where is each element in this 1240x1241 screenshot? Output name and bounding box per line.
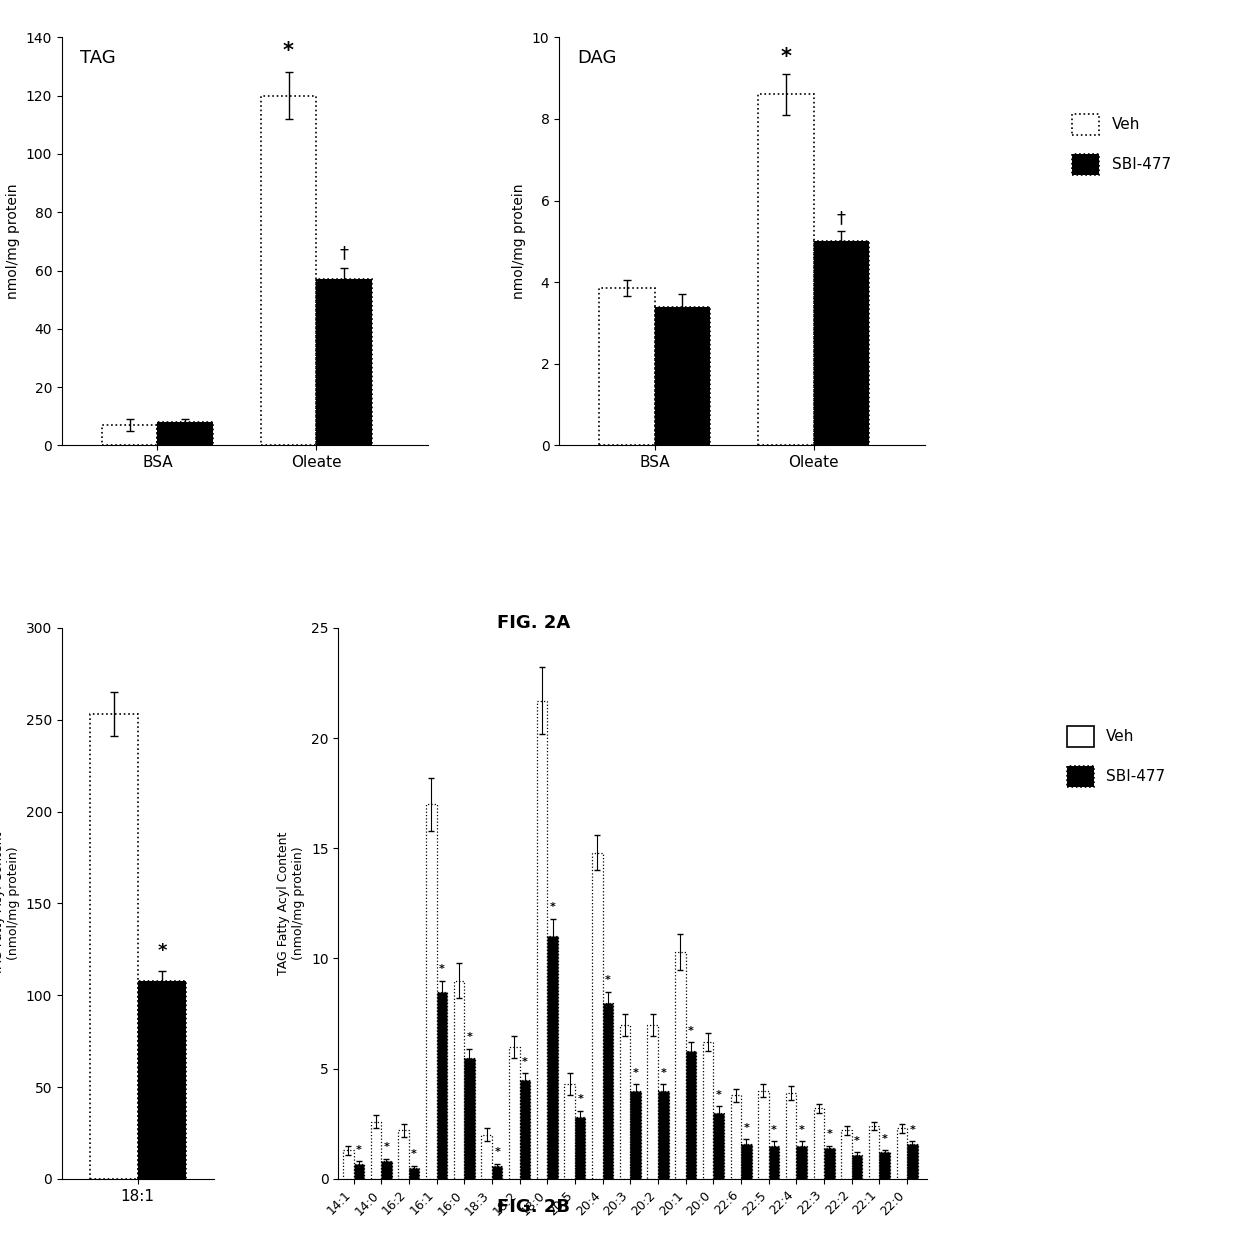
Bar — [813, 241, 869, 446]
Bar — [599, 288, 655, 446]
Bar — [686, 1051, 696, 1179]
Bar — [813, 1108, 825, 1179]
Bar — [492, 1165, 502, 1179]
Text: *: * — [799, 1124, 805, 1134]
Text: *: * — [495, 1147, 500, 1157]
Text: *: * — [412, 1149, 417, 1159]
Bar — [841, 1131, 852, 1179]
Bar — [575, 1117, 585, 1179]
Text: *: * — [578, 1095, 583, 1104]
Text: *: * — [715, 1090, 722, 1100]
Text: ‡: ‡ — [341, 403, 347, 416]
Text: *: * — [283, 41, 294, 61]
Bar — [564, 1085, 575, 1179]
Bar — [630, 1091, 641, 1179]
Bar — [89, 714, 138, 1179]
Bar — [620, 1025, 630, 1179]
Bar — [786, 1093, 796, 1179]
Bar — [603, 1003, 613, 1179]
Bar — [102, 426, 157, 446]
Bar — [825, 1148, 835, 1179]
Bar — [742, 1144, 751, 1179]
Text: *: * — [688, 1025, 694, 1036]
Bar — [464, 1057, 475, 1179]
Text: *: * — [780, 47, 791, 67]
Y-axis label: nmol/mg protein: nmol/mg protein — [6, 184, 20, 299]
Bar — [353, 1164, 365, 1179]
Text: *: * — [466, 1033, 472, 1042]
Text: *: * — [549, 902, 556, 912]
Text: *: * — [826, 1129, 832, 1139]
Bar — [852, 1154, 862, 1179]
Bar — [758, 94, 813, 446]
Text: *: * — [439, 964, 445, 974]
Text: *: * — [909, 1124, 915, 1134]
Text: *: * — [743, 1123, 749, 1133]
Bar — [713, 1113, 724, 1179]
Bar — [908, 1144, 918, 1179]
Bar — [547, 937, 558, 1179]
Bar — [730, 1095, 742, 1179]
Bar — [897, 1128, 908, 1179]
Bar — [381, 1162, 392, 1179]
Text: FIG. 2B: FIG. 2B — [497, 1198, 569, 1216]
Text: †: † — [837, 208, 846, 227]
Bar — [260, 96, 316, 446]
Bar — [316, 279, 372, 446]
Text: *: * — [605, 975, 611, 985]
Bar — [138, 980, 186, 1179]
Bar — [758, 1091, 769, 1179]
Text: FIG. 2A: FIG. 2A — [496, 614, 570, 633]
Bar — [454, 980, 464, 1179]
Bar — [537, 700, 547, 1179]
Text: *: * — [522, 1056, 528, 1066]
Bar — [427, 804, 436, 1179]
Text: TAG: TAG — [81, 50, 115, 67]
Bar — [869, 1126, 879, 1179]
Text: *: * — [661, 1067, 666, 1077]
Bar — [371, 1122, 381, 1179]
Bar — [769, 1145, 779, 1179]
Y-axis label: TAG Fatty Acyl Content
(nmol/mg protein): TAG Fatty Acyl Content (nmol/mg protein) — [278, 831, 305, 975]
Bar — [675, 952, 686, 1179]
Text: *: * — [383, 1143, 389, 1153]
Bar — [593, 853, 603, 1179]
Bar — [647, 1025, 658, 1179]
Bar — [343, 1150, 353, 1179]
Text: *: * — [854, 1136, 861, 1145]
Bar — [879, 1153, 890, 1179]
Text: *: * — [882, 1134, 888, 1144]
Bar — [655, 307, 711, 446]
Y-axis label: nmol/mg protein: nmol/mg protein — [512, 184, 526, 299]
Bar — [520, 1080, 531, 1179]
Y-axis label: TAG Fatty Acyl Content
(nmol/mg protein): TAG Fatty Acyl Content (nmol/mg protein) — [0, 831, 20, 975]
Bar — [398, 1131, 409, 1179]
Bar — [481, 1134, 492, 1179]
Bar — [703, 1042, 713, 1179]
Bar — [510, 1046, 520, 1179]
Text: †: † — [340, 243, 348, 262]
Bar — [409, 1168, 419, 1179]
Text: *: * — [632, 1067, 639, 1077]
Text: DAG: DAG — [578, 50, 618, 67]
Bar — [658, 1091, 668, 1179]
Bar — [436, 992, 448, 1179]
Text: *: * — [771, 1124, 777, 1134]
Legend: Veh, SBI-477: Veh, SBI-477 — [1064, 107, 1178, 182]
Text: *: * — [157, 942, 166, 961]
Bar — [157, 422, 213, 446]
Bar — [796, 1145, 807, 1179]
Legend: Veh, SBI-477: Veh, SBI-477 — [1059, 719, 1173, 795]
Text: *: * — [356, 1144, 362, 1154]
